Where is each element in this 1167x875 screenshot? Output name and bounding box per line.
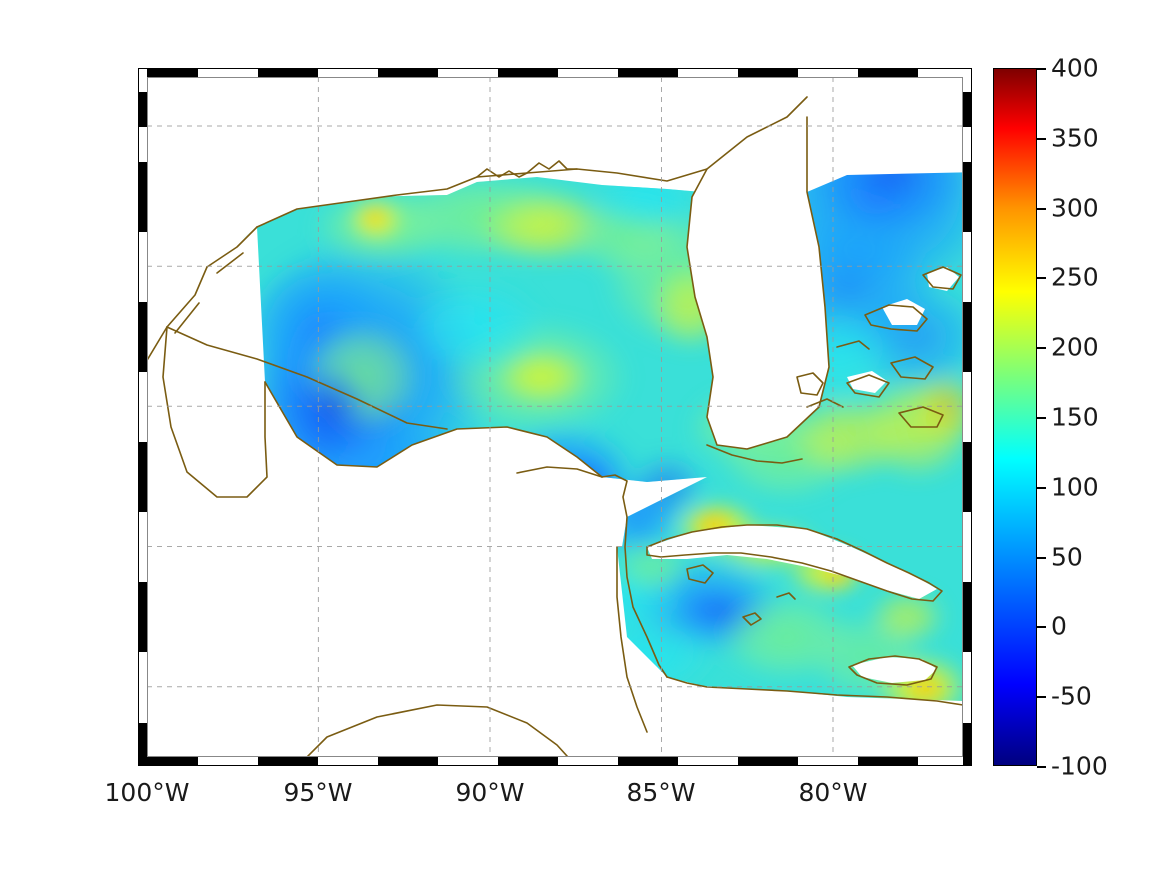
colorbar-label-minus50: -50 bbox=[1051, 681, 1092, 711]
colorbar-tick-150 bbox=[1037, 417, 1046, 419]
colorbar-label-250: 250 bbox=[1051, 262, 1099, 292]
colorbar-label-400: 400 bbox=[1051, 53, 1099, 83]
xtick-label-95W: 95°W bbox=[283, 778, 353, 807]
colorbar-tick-0 bbox=[1037, 626, 1046, 629]
xtick-label-100W: 100°W bbox=[104, 778, 190, 807]
colorbar-tick-minus100 bbox=[1037, 766, 1046, 768]
colorbar-label-50: 50 bbox=[1051, 542, 1083, 572]
colorbar-label-0: 0 bbox=[1051, 611, 1067, 641]
colorbar-label-300: 300 bbox=[1051, 193, 1099, 223]
colorbar-label-minus100: -100 bbox=[1051, 751, 1108, 781]
frame-band-right bbox=[963, 68, 972, 766]
colorbar-tick-100 bbox=[1037, 486, 1046, 489]
frame-band-left bbox=[138, 68, 147, 766]
xtick-label-85W: 85°W bbox=[626, 778, 696, 807]
coastlines bbox=[147, 96, 963, 757]
colorbar-label-100: 100 bbox=[1051, 472, 1099, 502]
colorbar-label-200: 200 bbox=[1051, 332, 1099, 362]
frame-band-top bbox=[138, 68, 972, 77]
colorbar-tick-250 bbox=[1037, 277, 1046, 280]
gridlines bbox=[147, 77, 963, 757]
colorbar-tick-minus50 bbox=[1037, 696, 1046, 699]
colorbar-tick-50 bbox=[1037, 556, 1046, 559]
map-plot-area[interactable] bbox=[147, 77, 963, 757]
frame-band-bottom bbox=[138, 757, 972, 766]
colorbar-tick-200 bbox=[1037, 347, 1046, 350]
colorbar[interactable]: 400 350 300 250 200 150 100 50 0 -50 -10… bbox=[993, 54, 1108, 781]
colorbar-label-350: 350 bbox=[1051, 123, 1099, 153]
colorbar-label-150: 150 bbox=[1051, 402, 1099, 432]
colorbar-tick-300 bbox=[1037, 207, 1046, 210]
xtick-label-90W: 90°W bbox=[455, 778, 525, 807]
map-data-layer bbox=[147, 77, 963, 757]
map-axes[interactable] bbox=[138, 68, 972, 766]
xtick-label-80W: 80°W bbox=[798, 778, 868, 807]
colorbar-gradient bbox=[993, 68, 1037, 766]
colorbar-tick-400 bbox=[1037, 68, 1046, 70]
colorbar-tick-350 bbox=[1037, 137, 1046, 140]
